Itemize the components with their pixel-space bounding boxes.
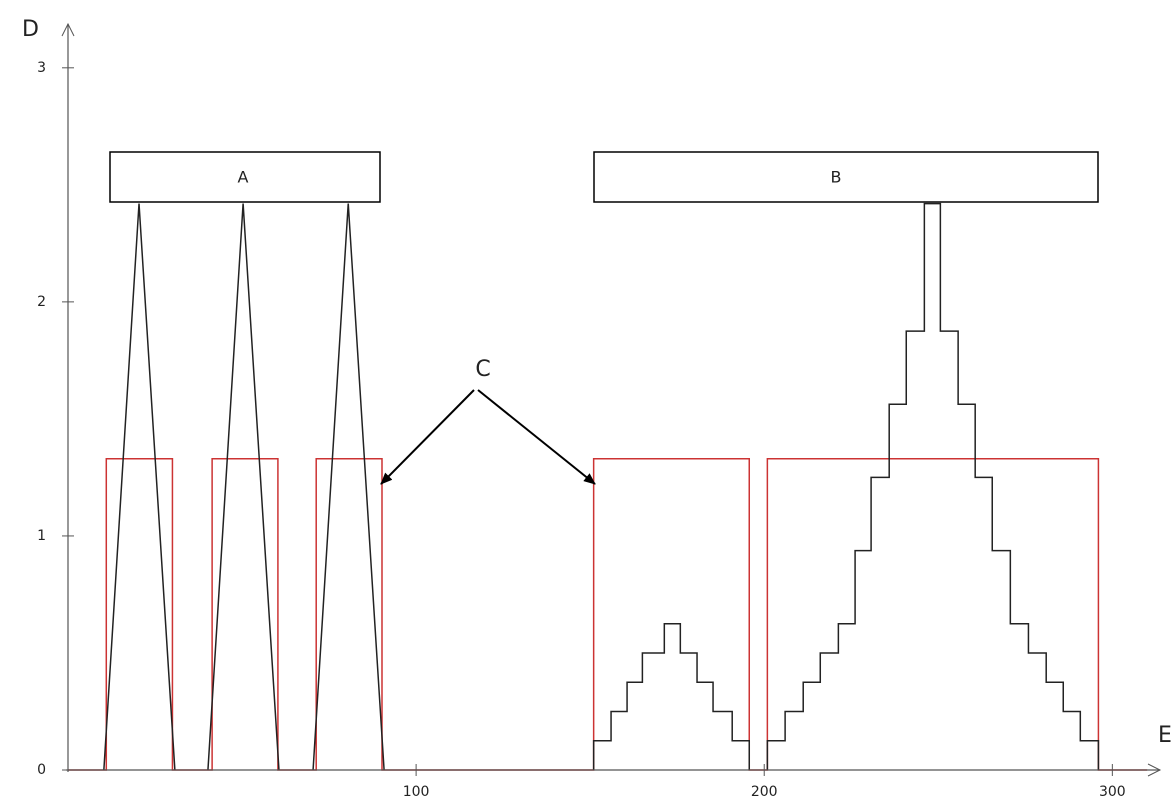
box-a [109,151,381,203]
y-axis-label: D [22,17,39,42]
y-tick-label: 3 [37,60,46,76]
x-axis-label: E [1158,723,1172,748]
series-line [68,457,1148,771]
series-line [592,202,1100,770]
x-tick-label: 200 [751,784,778,800]
arrow [380,389,475,485]
annotation-c: C [475,357,490,382]
annotation-b: B [831,168,842,187]
arrow [477,389,596,485]
annotation-a: A [238,168,249,187]
y-tick-label: 1 [37,528,46,544]
x-axis-arrow [1147,763,1162,777]
y-tick-label: 2 [37,294,46,310]
y-axis-arrow [61,22,75,37]
box-b [593,151,1099,203]
series-line [103,203,385,771]
x-tick-label: 300 [1099,784,1126,800]
y-tick-label: 0 [37,762,46,778]
x-tick-label: 100 [403,784,430,800]
